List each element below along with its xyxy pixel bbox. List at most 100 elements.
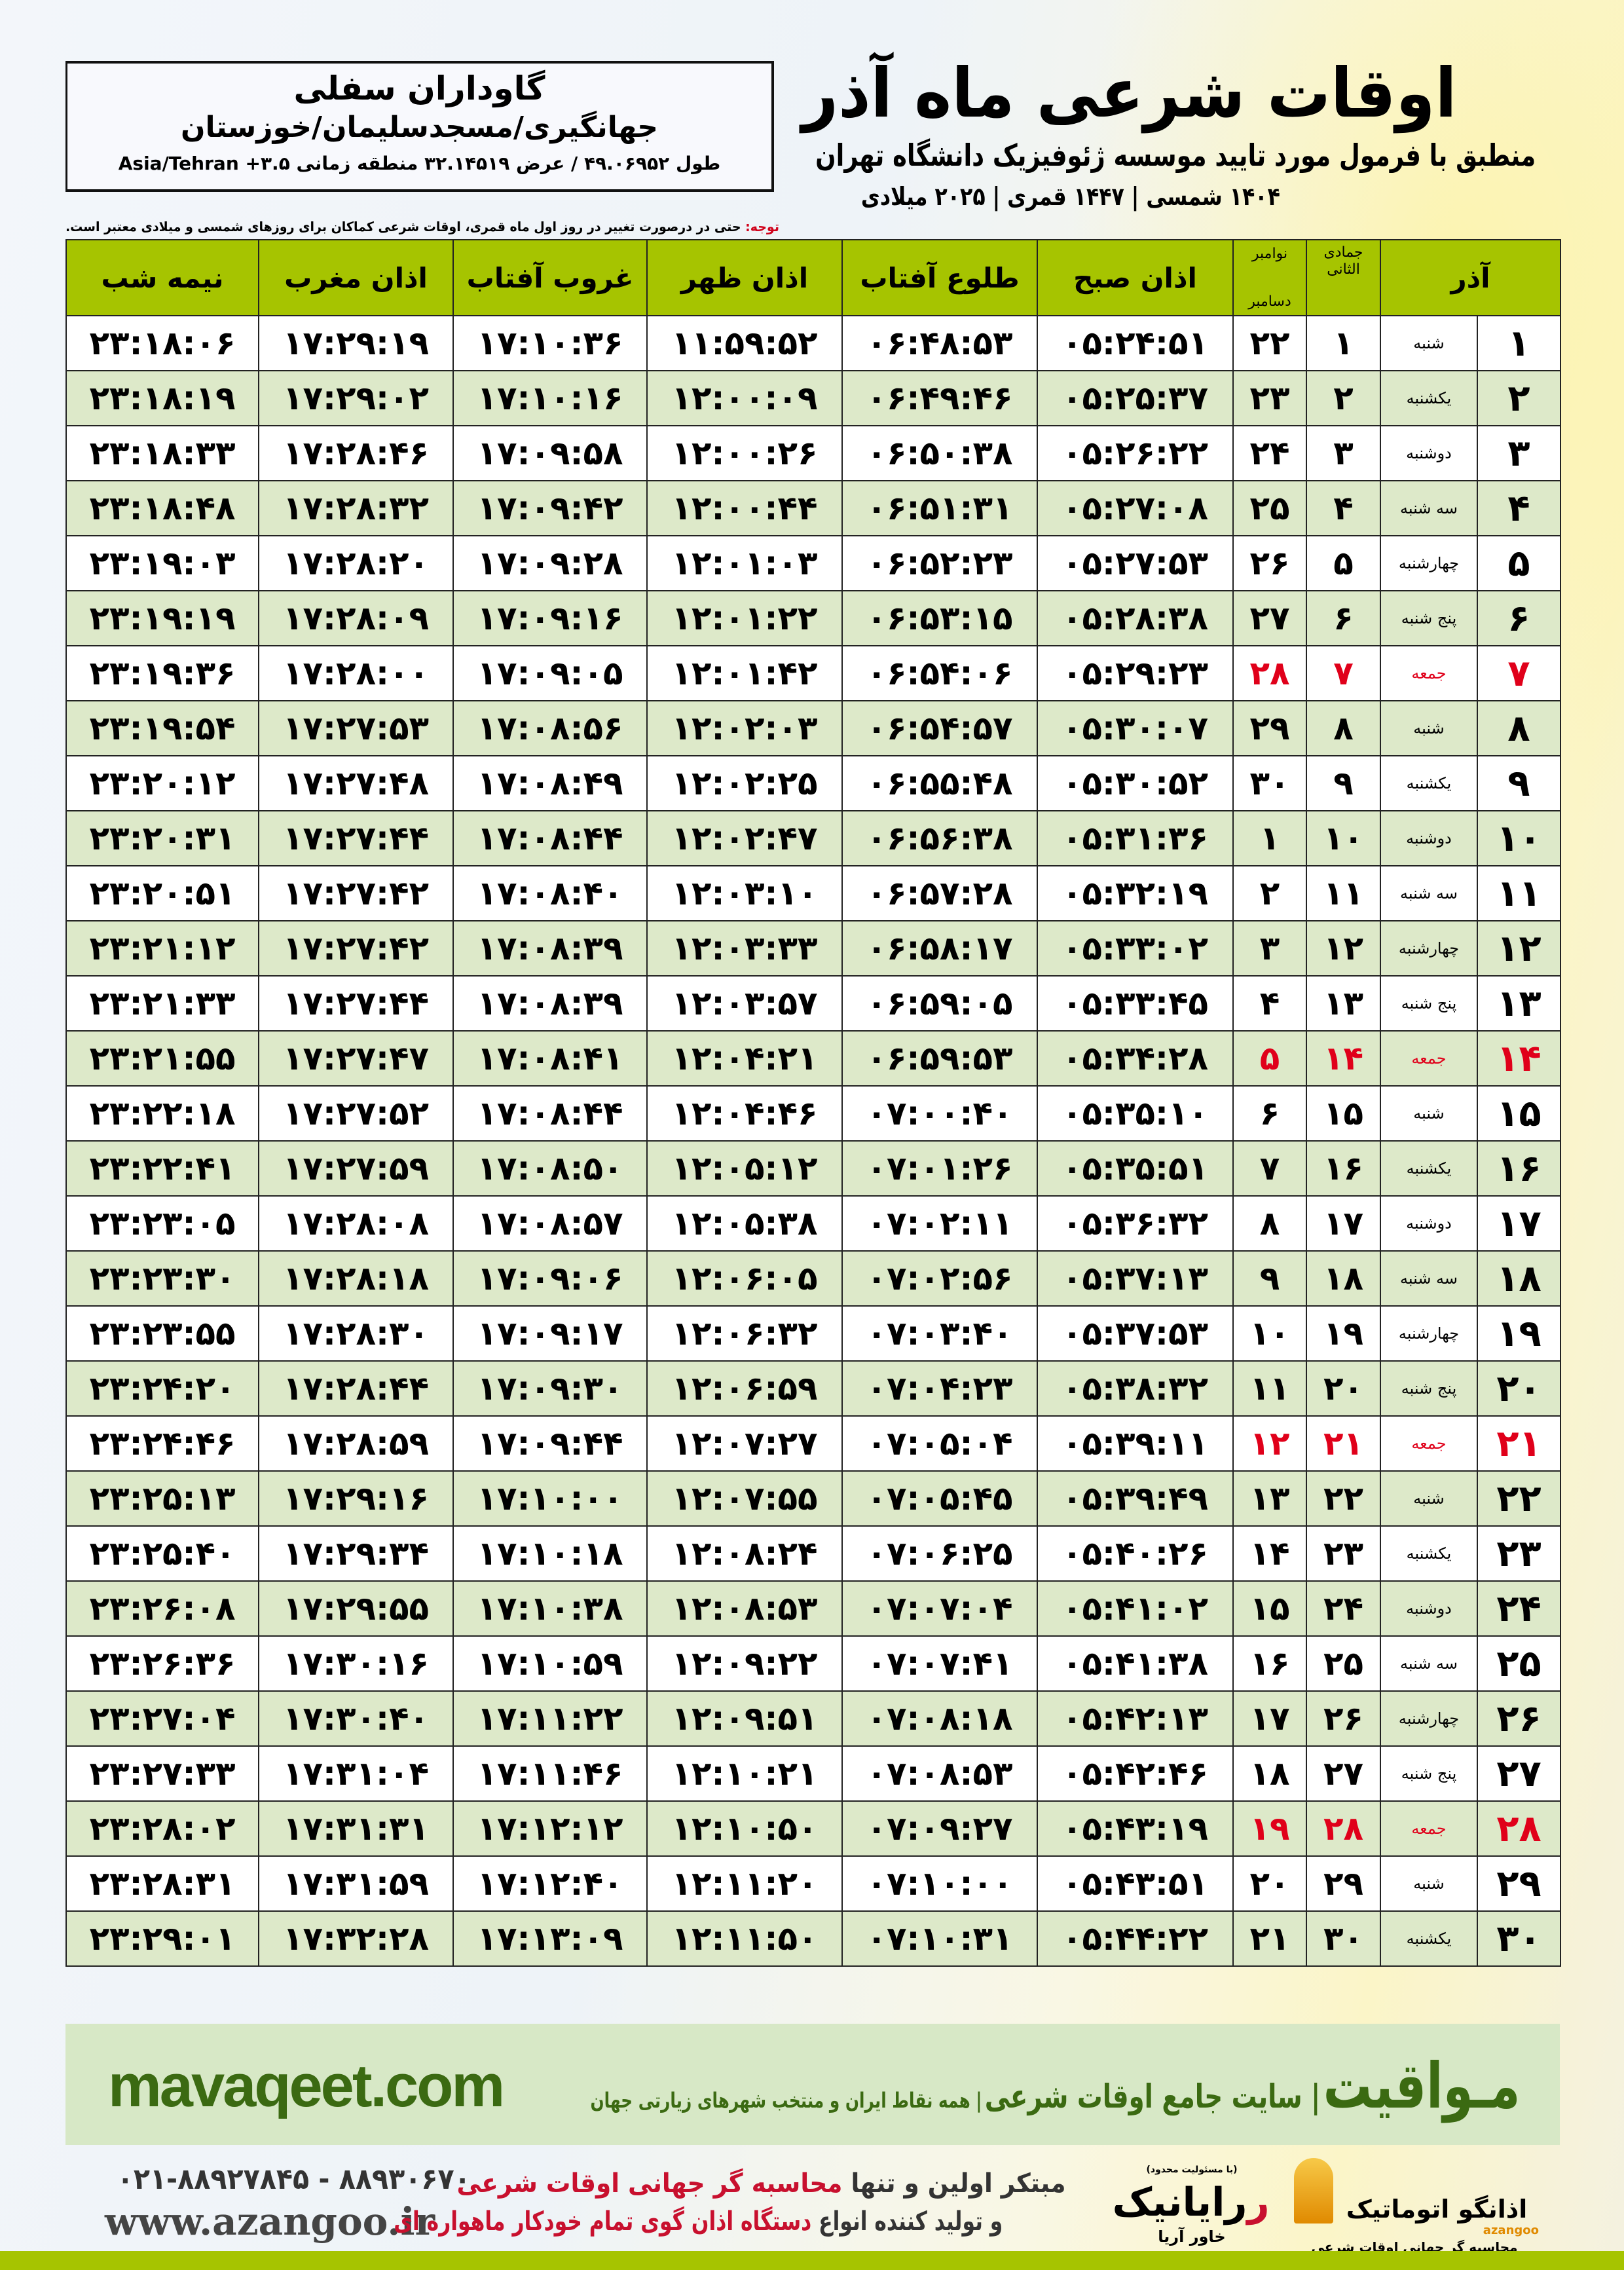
location-coords: طول ۴۹.۰۶۹۵۲ / عرض ۳۲.۱۴۵۱۹ منطقه زمانی … [118,153,721,174]
ghorub-cell: ۱۷:۱۰:۳۸ [452,1580,648,1637]
sobh-cell: ۰۵:۲۸:۳۸ [1037,590,1234,646]
nime-cell: ۲۳:۲۷:۳۳ [65,1745,259,1802]
tolu-cell: ۰۷:۱۰:۳۱ [841,1910,1038,1967]
qamari-day-cell: ۱۷ [1306,1195,1381,1252]
ghorub-cell: ۱۷:۰۸:۵۰ [452,1140,648,1197]
gregorian-day-cell: ۱۰ [1232,1305,1307,1362]
table-row: ۲۶ چهارشنبه ۲۶ ۱۷ ۰۵:۴۲:۱۳ ۰۷:۰۸:۱۸ ۱۲:۰۹:۵۱ ۱۷… [65,1690,1562,1747]
maghreb-cell: ۱۷:۳۰:۱۶ [258,1635,454,1692]
gregorian-day-cell: ۱۴ [1232,1525,1307,1582]
zohr-cell: ۱۲:۰۰:۲۶ [646,425,843,481]
table-row: ۱۹ چهارشنبه ۱۹ ۱۰ ۰۵:۳۷:۵۳ ۰۷:۰۳:۴۰ ۱۲:۰۶:۳۲ ۱۷… [65,1305,1562,1362]
weekday-cell: شنبه [1379,700,1479,756]
day-number-cell: ۱۸ [1477,1250,1562,1307]
gregorian-day-cell: ۲۵ [1232,480,1307,536]
tolu-cell: ۰۷:۰۵:۰۴ [841,1415,1038,1472]
site-link[interactable]: mavaqeet.com [108,2053,505,2119]
nime-cell: ۲۳:۲۸:۳۱ [65,1855,259,1912]
qamari-day-cell: ۱۶ [1306,1140,1381,1197]
tolu-cell: ۰۷:۰۸:۵۳ [841,1745,1038,1802]
maghreb-cell: ۱۷:۲۸:۳۰ [258,1305,454,1362]
gregorian-day-cell: ۲۷ [1232,590,1307,646]
ghorub-cell: ۱۷:۰۹:۴۴ [452,1415,648,1472]
tolu-cell: ۰۷:۰۷:۴۱ [841,1635,1038,1692]
maghreb-cell: ۱۷:۲۸:۰۹ [258,590,454,646]
weekday-cell: دوشنبه [1379,425,1479,481]
tolu-cell: ۰۷:۰۵:۴۵ [841,1470,1038,1527]
table-row: ۶ پنج شنبه ۶ ۲۷ ۰۵:۲۸:۳۸ ۰۶:۵۳:۱۵ ۱۲:۰۱:۲۲ ۱۷:۰… [65,590,1562,646]
day-number-cell: ۲۹ [1477,1855,1562,1912]
tolu-cell: ۰۶:۵۶:۳۸ [841,810,1038,866]
year-line-box: ۱۴۰۴ شمسی | ۱۴۴۷ قمری | ۲۰۲۵ میلادی [861,181,1323,212]
azangoo-link[interactable]: www.azangoo.ir [105,2199,435,2244]
tolu-cell: ۰۷:۰۱:۲۶ [841,1140,1038,1197]
gregorian-day-cell: ۱۱ [1232,1360,1307,1417]
header-nime: نیمه شب [65,239,259,316]
weekday-cell: پنج شنبه [1379,590,1479,646]
qamari-day-cell: ۶ [1306,590,1381,646]
sobh-cell: ۰۵:۴۴:۲۲ [1037,1910,1234,1967]
tolu-cell: ۰۷:۰۸:۱۸ [841,1690,1038,1747]
nime-cell: ۲۳:۲۵:۱۳ [65,1470,259,1527]
tolu-cell: ۰۷:۰۳:۴۰ [841,1305,1038,1362]
qamari-day-cell: ۱ [1306,315,1381,371]
zohr-cell: ۱۲:۰۴:۴۶ [646,1085,843,1142]
sobh-cell: ۰۵:۳۸:۳۲ [1037,1360,1234,1417]
table-row: ۲۳ یکشنبه ۲۳ ۱۴ ۰۵:۴۰:۲۶ ۰۷:۰۶:۲۵ ۱۲:۰۸:۲۴ ۱۷:۱… [65,1525,1562,1582]
tolu-cell: ۰۷:۱۰:۰۰ [841,1855,1038,1912]
ghorub-cell: ۱۷:۰۸:۵۷ [452,1195,648,1252]
zohr-cell: ۱۲:۰۸:۲۴ [646,1525,843,1582]
site-link-box: mavaqeet.com [108,2050,566,2122]
gregorian-day-cell: ۴ [1232,975,1307,1032]
weekday-cell: پنج شنبه [1379,975,1479,1032]
zohr-cell: ۱۲:۰۱:۰۳ [646,535,843,591]
zohr-cell: ۱۲:۰۶:۳۲ [646,1305,843,1362]
table-row: ۱۲ چهارشنبه ۱۲ ۳ ۰۵:۳۳:۰۲ ۰۶:۵۸:۱۷ ۱۲:۰۳:۳۳ ۱۷:… [65,920,1562,977]
maghreb-cell: ۱۷:۲۸:۱۸ [258,1250,454,1307]
weekday-cell: شنبه [1379,315,1479,371]
page-subtitle-box: منطبق با فرمول مورد تایید موسسه ژئوفیزیک… [815,136,1536,174]
sobh-cell: ۰۵:۳۰:۵۲ [1037,755,1234,811]
nime-cell: ۲۳:۲۳:۵۵ [65,1305,259,1362]
sobh-cell: ۰۵:۳۵:۵۱ [1037,1140,1234,1197]
nime-cell: ۲۳:۱۸:۳۳ [65,425,259,481]
tolu-cell: ۰۶:۵۴:۵۷ [841,700,1038,756]
table-row: ۲۸ جمعه ۲۸ ۱۹ ۰۵:۴۳:۱۹ ۰۷:۰۹:۲۷ ۱۲:۱۰:۵۰ ۱۷:۱۲:… [65,1800,1562,1857]
weekday-cell: سه شنبه [1379,480,1479,536]
header-tolu: طلوع آفتاب [841,239,1038,316]
header-maghreb: اذان مغرب [258,239,454,316]
day-number-cell: ۲۴ [1477,1580,1562,1637]
weekday-cell: شنبه [1379,1855,1479,1912]
day-number-cell: ۵ [1477,535,1562,591]
table-row: ۳۰ یکشنبه ۳۰ ۲۱ ۰۵:۴۴:۲۲ ۰۷:۱۰:۳۱ ۱۲:۱۱:۵۰ ۱۷:۱… [65,1910,1562,1967]
table-row: ۱۸ سه شنبه ۱۸ ۹ ۰۵:۳۷:۱۳ ۰۷:۰۲:۵۶ ۱۲:۰۶:۰۵ ۱۷:۰… [65,1250,1562,1307]
maghreb-cell: ۱۷:۲۹:۱۶ [258,1470,454,1527]
qamari-day-cell: ۲۹ [1306,1855,1381,1912]
tolu-cell: ۰۶:۵۹:۰۵ [841,975,1038,1032]
sobh-cell: ۰۵:۲۵:۳۷ [1037,370,1234,426]
brand: مـواقیت | سایت جامع اوقات شرعی | همه نقا… [591,2043,1521,2129]
maghreb-cell: ۱۷:۲۷:۵۳ [258,700,454,756]
tolu-cell: ۰۶:۴۹:۴۶ [841,370,1038,426]
location-box: گاوداران سفلی جهانگیری/مسجدسلیمان/خوزستا… [65,61,774,192]
table-row: ۲ یکشنبه ۲ ۲۳ ۰۵:۲۵:۳۷ ۰۶:۴۹:۴۶ ۱۲:۰۰:۰۹ ۱۷:۱۰:… [65,370,1562,426]
sobh-cell: ۰۵:۴۲:۱۳ [1037,1690,1234,1747]
tolu-cell: ۰۷:۰۰:۴۰ [841,1085,1038,1142]
ghorub-cell: ۱۷:۰۸:۴۹ [452,755,648,811]
maghreb-cell: ۱۷:۲۷:۵۹ [258,1140,454,1197]
sobh-cell: ۰۵:۴۲:۴۶ [1037,1745,1234,1802]
tolu-cell: ۰۶:۵۹:۵۳ [841,1030,1038,1087]
day-number-cell: ۲۵ [1477,1635,1562,1692]
table-row: ۱۳ پنج شنبه ۱۳ ۴ ۰۵:۳۳:۴۵ ۰۶:۵۹:۰۵ ۱۲:۰۳:۵۷ ۱۷:… [65,975,1562,1032]
day-number-cell: ۱۷ [1477,1195,1562,1252]
ghorub-cell: ۱۷:۱۰:۵۹ [452,1635,648,1692]
tolu-cell: ۰۷:۰۴:۲۳ [841,1360,1038,1417]
zohr-cell: ۱۲:۰۳:۱۰ [646,865,843,921]
gregorian-day-cell: ۱۹ [1232,1800,1307,1857]
gregorian-day-cell: ۱ [1232,810,1307,866]
tolu-cell: ۰۶:۵۸:۱۷ [841,920,1038,977]
tolu-cell: ۰۷:۰۷:۰۴ [841,1580,1038,1637]
weekday-cell: پنج شنبه [1379,1360,1479,1417]
tolu-cell: ۰۶:۵۰:۳۸ [841,425,1038,481]
nime-cell: ۲۳:۲۲:۴۱ [65,1140,259,1197]
